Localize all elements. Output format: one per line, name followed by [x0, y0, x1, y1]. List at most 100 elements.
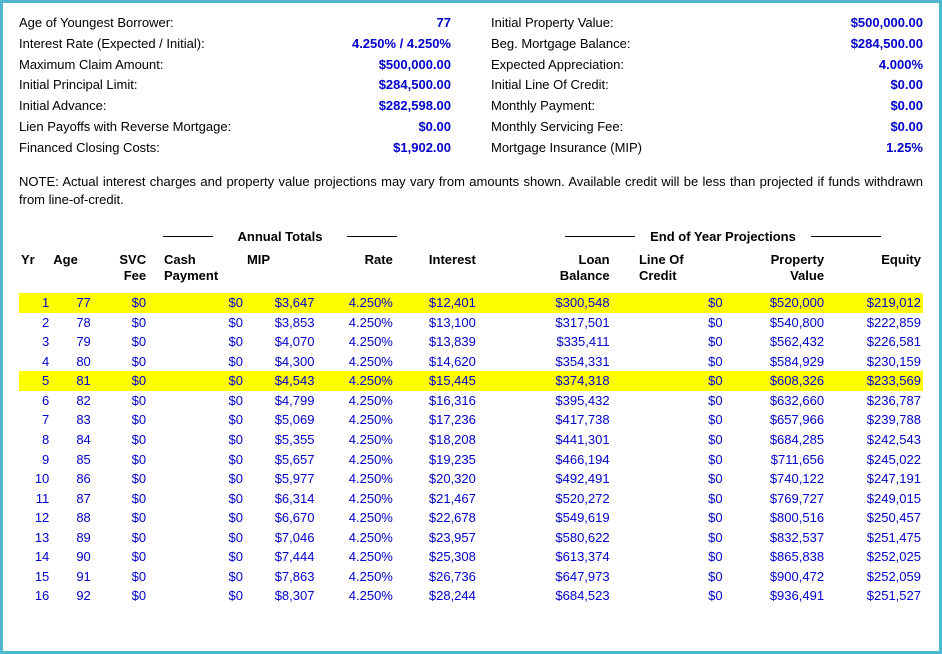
- cell: $6,670: [245, 508, 316, 528]
- cell: $17,236: [395, 410, 478, 430]
- table-row: 177$0$0$3,6474.250%$12,401$300,548$0$520…: [19, 293, 923, 313]
- cell: $417,738: [508, 410, 612, 430]
- col-interest: Interest: [395, 248, 478, 293]
- cell: $0: [93, 352, 148, 372]
- header-value: 4.250% / 4.250%: [352, 34, 451, 55]
- cell: 79: [51, 332, 93, 352]
- header-value: 77: [437, 13, 451, 34]
- cell: 4.250%: [316, 528, 394, 548]
- cell: [148, 547, 162, 567]
- cell: [148, 313, 162, 333]
- cell: $13,839: [395, 332, 478, 352]
- header-label: Financed Closing Costs:: [19, 138, 160, 159]
- col-equity: Equity: [826, 248, 923, 293]
- header-row: Interest Rate (Expected / Initial):4.250…: [19, 34, 451, 55]
- section-eoy-projections: End of Year Projections: [555, 229, 891, 244]
- cell: [148, 410, 162, 430]
- header-label: Initial Property Value:: [491, 13, 614, 34]
- cell: 16: [19, 586, 51, 606]
- cell: 1: [19, 293, 51, 313]
- cell: $769,727: [725, 489, 826, 509]
- cell: $14,620: [395, 352, 478, 372]
- cell: $0: [93, 391, 148, 411]
- cell: 84: [51, 430, 93, 450]
- cell: 4.250%: [316, 410, 394, 430]
- header-row: Mortgage Insurance (MIP)1.25%: [491, 138, 923, 159]
- cell: $0: [162, 293, 245, 313]
- cell: $0: [637, 489, 725, 509]
- header-right-col: Initial Property Value:$500,000.00Beg. M…: [491, 13, 923, 159]
- cell: $8,307: [245, 586, 316, 606]
- cell: 9: [19, 450, 51, 470]
- cell: $242,543: [826, 430, 923, 450]
- cell: $0: [637, 586, 725, 606]
- cell: [148, 586, 162, 606]
- cell: $19,235: [395, 450, 478, 470]
- header-row: Initial Advance:$282,598.00: [19, 96, 451, 117]
- header-label: Monthly Payment:: [491, 96, 595, 117]
- cell: 81: [51, 371, 93, 391]
- cell: $0: [93, 586, 148, 606]
- cell: $4,543: [245, 371, 316, 391]
- header-value: $1,902.00: [393, 138, 451, 159]
- cell: $0: [637, 332, 725, 352]
- cell: $7,046: [245, 528, 316, 548]
- cell: $520,000: [725, 293, 826, 313]
- cell: $711,656: [725, 450, 826, 470]
- cell: $0: [93, 293, 148, 313]
- cell: 87: [51, 489, 93, 509]
- cell: $354,331: [508, 352, 612, 372]
- cell: 5: [19, 371, 51, 391]
- table-row: 581$0$0$4,5434.250%$15,445$374,318$0$608…: [19, 371, 923, 391]
- cell: $608,326: [725, 371, 826, 391]
- cell: $632,660: [725, 391, 826, 411]
- cell: [612, 410, 637, 430]
- cell: $0: [162, 371, 245, 391]
- cell: [148, 528, 162, 548]
- cell: 6: [19, 391, 51, 411]
- cell: $222,859: [826, 313, 923, 333]
- cell: 4.250%: [316, 469, 394, 489]
- cell: 12: [19, 508, 51, 528]
- cell: $0: [162, 313, 245, 333]
- cell: $0: [162, 430, 245, 450]
- header-value: 4.000%: [879, 55, 923, 76]
- cell: 4.250%: [316, 332, 394, 352]
- header-summary: Age of Youngest Borrower: 77Interest Rate…: [19, 13, 923, 159]
- table-row: 985$0$0$5,6574.250%$19,235$466,194$0$711…: [19, 450, 923, 470]
- col-loan: LoanBalance: [508, 248, 612, 293]
- table-row: 682$0$0$4,7994.250%$16,316$395,432$0$632…: [19, 391, 923, 411]
- cell: $936,491: [725, 586, 826, 606]
- cell: $0: [637, 391, 725, 411]
- header-label: Monthly Servicing Fee:: [491, 117, 623, 138]
- header-row: Maximum Claim Amount:$500,000.00: [19, 55, 451, 76]
- header-label: Beg. Mortgage Balance:: [491, 34, 630, 55]
- cell: $250,457: [826, 508, 923, 528]
- note-text: NOTE: Actual interest charges and proper…: [19, 173, 923, 209]
- header-label: Age of Youngest Borrower:: [19, 13, 174, 34]
- cell: $0: [93, 450, 148, 470]
- cell: $684,285: [725, 430, 826, 450]
- cell: $540,800: [725, 313, 826, 333]
- cell: $0: [637, 430, 725, 450]
- cell: 10: [19, 469, 51, 489]
- cell: $4,070: [245, 332, 316, 352]
- cell: 4: [19, 352, 51, 372]
- cell: $18,208: [395, 430, 478, 450]
- cell: 13: [19, 528, 51, 548]
- cell: [148, 489, 162, 509]
- header-value: $282,598.00: [379, 96, 451, 117]
- header-label: Initial Line Of Credit:: [491, 75, 609, 96]
- col-svc: SVCFee: [93, 248, 148, 293]
- cell: $0: [162, 508, 245, 528]
- cell: $0: [93, 489, 148, 509]
- cell: $832,537: [725, 528, 826, 548]
- cell: $0: [637, 567, 725, 587]
- cell: [148, 371, 162, 391]
- cell: [478, 410, 508, 430]
- cell: $252,059: [826, 567, 923, 587]
- cell: 4.250%: [316, 489, 394, 509]
- cell: 4.250%: [316, 567, 394, 587]
- cell: 4.250%: [316, 508, 394, 528]
- cell: 83: [51, 410, 93, 430]
